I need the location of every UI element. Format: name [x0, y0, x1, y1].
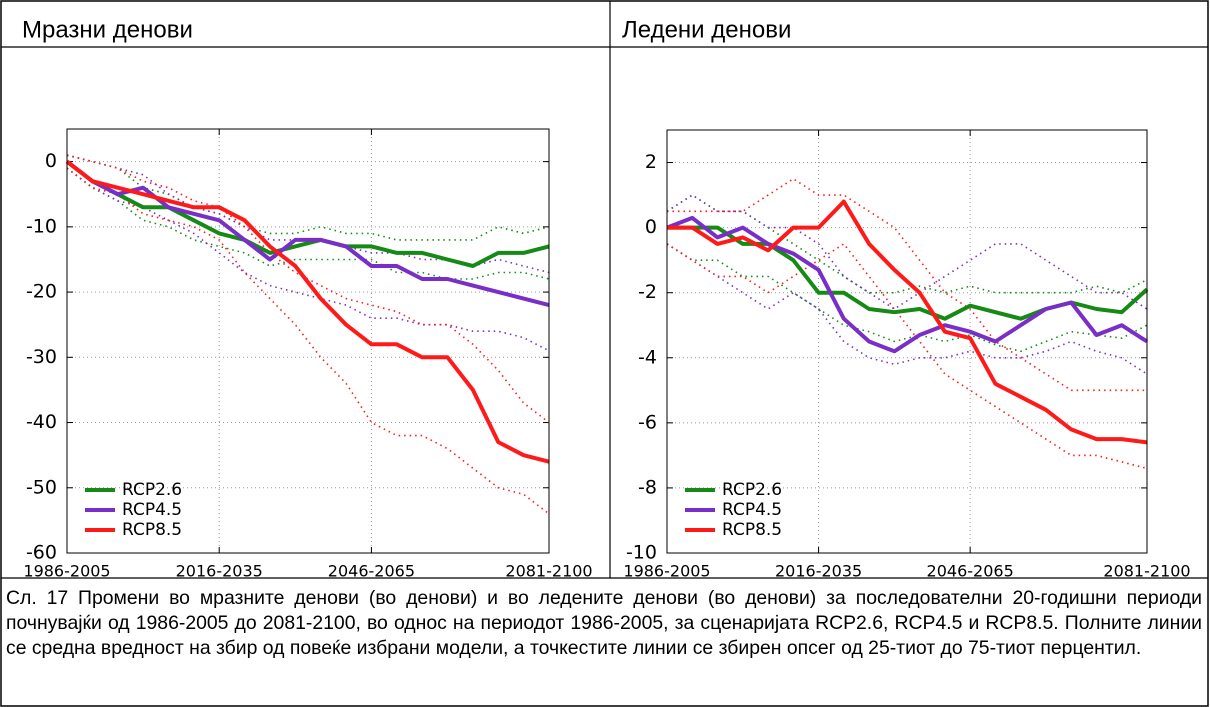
- percentile-line: [667, 178, 1147, 392]
- legend-label: RCP4.5: [122, 500, 182, 520]
- plot-frame: [66, 128, 550, 554]
- y-tick-label: -50: [26, 476, 57, 498]
- y-tick-label: -2: [638, 281, 657, 303]
- x-tick-label: 2046-2065: [927, 562, 1014, 581]
- series-line: [666, 215, 1149, 354]
- y-tick-label: 0: [45, 150, 57, 172]
- y-tick-label: 0: [645, 216, 657, 238]
- x-tick-label: 2016-2035: [176, 562, 263, 581]
- y-tick-label: -8: [638, 476, 657, 498]
- y-tick-label: -10: [26, 215, 57, 237]
- y-tick-label: -20: [26, 281, 57, 303]
- x-tick-label: 2081-2100: [1103, 562, 1190, 581]
- x-tick-label: 2081-2100: [505, 562, 592, 581]
- legend-label: RCP2.6: [722, 480, 782, 500]
- percentile-line: [666, 194, 1148, 310]
- y-tick-label: -60: [26, 542, 57, 564]
- series-line: [65, 160, 550, 308]
- legend-label: RCP4.5: [722, 500, 782, 520]
- y-tick-label: -4: [638, 346, 657, 368]
- chart-title: Ледени денови: [622, 16, 791, 43]
- legend-label: RCP8.5: [122, 520, 182, 540]
- y-tick-label: -30: [26, 346, 57, 368]
- series-line: [667, 199, 1148, 445]
- chart-title: Мразни денови: [22, 16, 193, 43]
- y-tick-label: -10: [626, 542, 657, 564]
- percentile-line: [66, 167, 550, 352]
- plot-frame: [666, 129, 1148, 554]
- percentile-line: [666, 243, 1148, 353]
- x-tick-label: 2016-2035: [775, 562, 862, 581]
- percentile-line: [666, 243, 1148, 470]
- y-tick-label: -40: [26, 411, 57, 433]
- x-tick-label: 1986-2005: [23, 562, 110, 581]
- y-tick-label: -6: [638, 411, 657, 433]
- percentile-line: [66, 167, 550, 515]
- y-tick-label: 2: [645, 151, 657, 173]
- legend-label: RCP8.5: [722, 520, 782, 540]
- series-line: [65, 160, 550, 464]
- percentile-line: [666, 194, 1148, 294]
- x-tick-label: 2046-2065: [328, 562, 415, 581]
- caption: Сл. 17 Промени во мразните денови (во де…: [6, 587, 1202, 659]
- series-line: [65, 160, 550, 268]
- percentile-line: [66, 154, 550, 424]
- percentile-line: [66, 154, 550, 274]
- legend-label: RCP2.6: [122, 480, 182, 500]
- x-tick-label: 1986-2005: [623, 562, 710, 581]
